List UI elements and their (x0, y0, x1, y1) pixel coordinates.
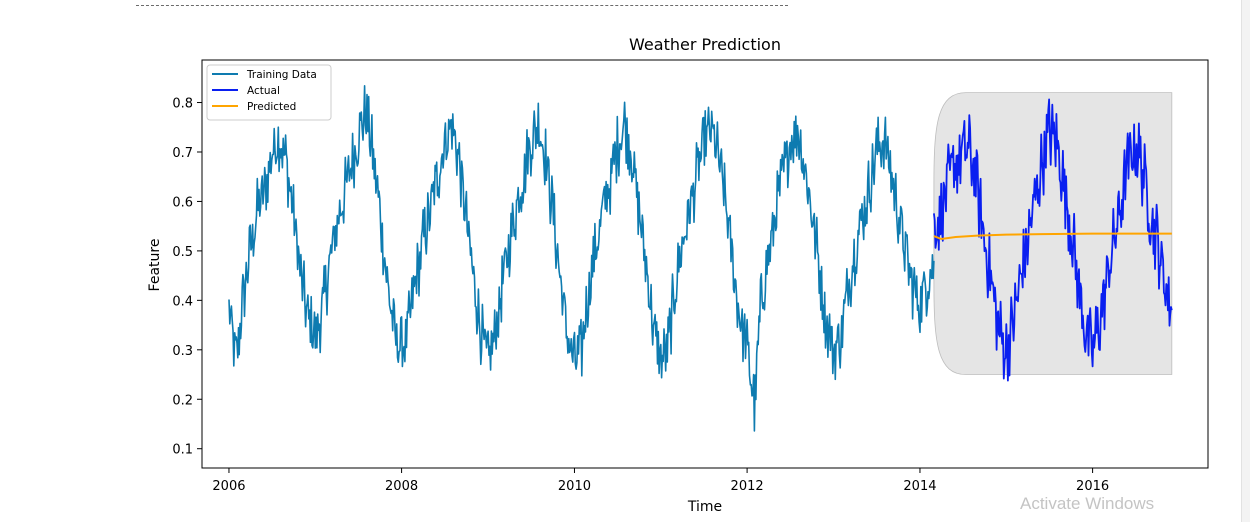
x-tick-label: 2010 (558, 479, 591, 494)
y-tick-label: 0.6 (172, 195, 193, 210)
plot-frame (201, 59, 1209, 469)
chart-title: Weather Prediction (629, 35, 781, 54)
y-tick-label: 0.3 (172, 344, 193, 359)
activate-windows-watermark: Activate Windows (1020, 494, 1155, 513)
x-tick-label: 2016 (1076, 479, 1109, 494)
x-tick-label: 2014 (903, 479, 936, 494)
legend-label-predicted: Predicted (247, 101, 296, 113)
y-tick-label: 0.5 (172, 245, 193, 260)
legend: Training Data Actual Predicted (206, 64, 332, 121)
cell-divider (136, 5, 788, 6)
legend-label-actual: Actual (247, 85, 280, 97)
y-tick-label: 0.1 (172, 443, 193, 458)
x-tick-label: 2008 (385, 479, 418, 494)
plot-area (228, 85, 1173, 432)
x-axis-label: Time (687, 499, 722, 515)
y-tick-label: 0.4 (172, 294, 193, 309)
x-tick-label: 2012 (731, 479, 764, 494)
training-data-line (228, 85, 935, 432)
y-tick-label: 0.8 (172, 97, 193, 112)
legend-label-training: Training Data (246, 69, 317, 81)
y-tick-label: 0.2 (172, 393, 193, 408)
y-tick-label: 0.7 (172, 146, 193, 161)
axis-ticks: 2006 2008 2010 2012 2014 2016 0.1 0.2 0.3 0.4 0.5 0… (172, 97, 1109, 494)
predicted-line (933, 232, 1172, 241)
y-axis-label: Feature (147, 239, 163, 292)
actual-line (933, 98, 1173, 382)
vertical-scrollbar[interactable] (1241, 0, 1250, 522)
x-tick-label: 2006 (212, 479, 245, 494)
